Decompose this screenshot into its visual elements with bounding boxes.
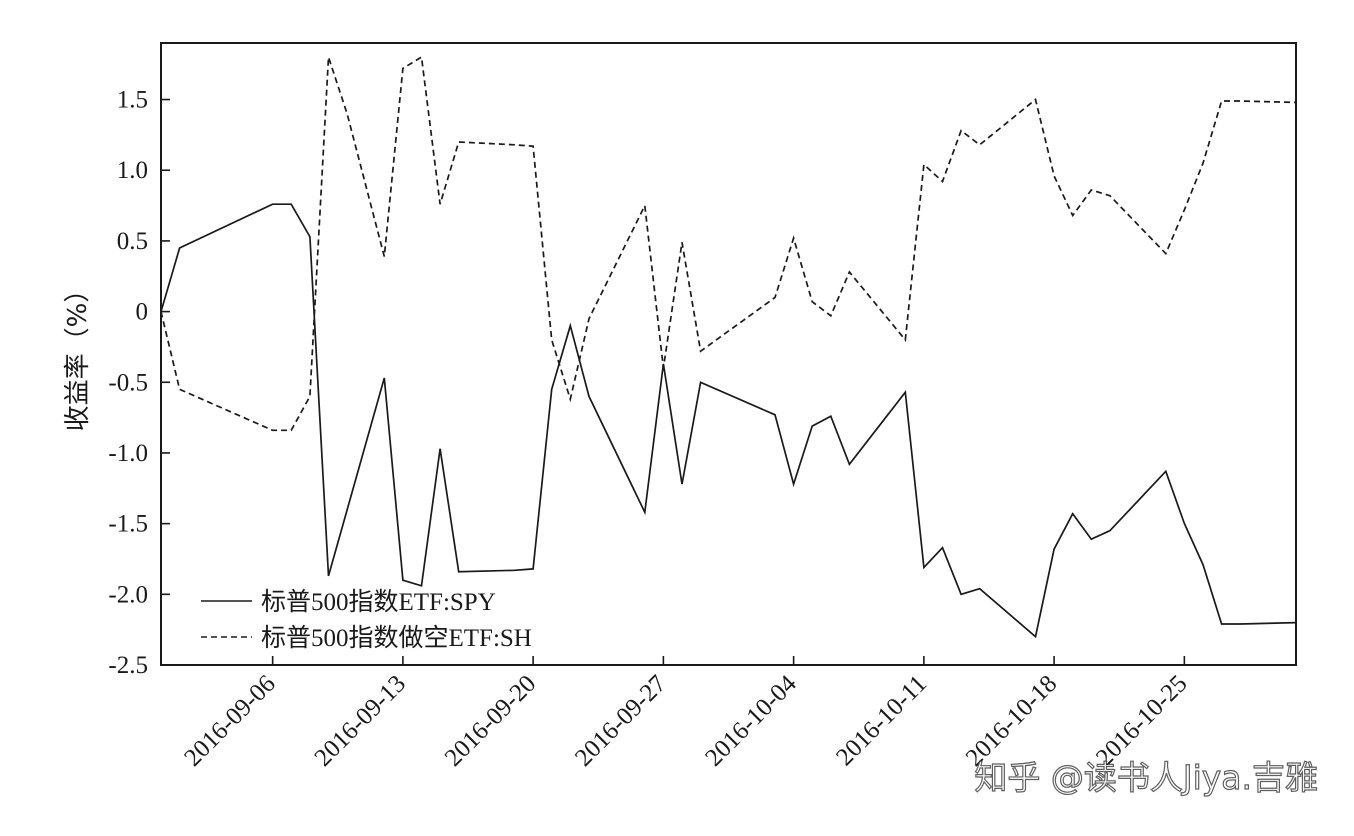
x-tick-label: 2016-09-06 [179,670,281,772]
watermark: 知乎 @读书人Jiya.吉雅 [974,758,1318,797]
plot-frame [160,42,1297,666]
x-tick-label: 2016-09-20 [440,670,542,772]
y-tick-label: 1.5 [117,87,148,114]
y-tick-label: -1.5 [108,511,148,538]
y-tick-label: -0.5 [108,369,148,396]
series-line-0 [160,203,1297,639]
series-line-1 [160,55,1297,432]
y-tick-label: 0 [136,299,149,326]
x-tick-label: 2016-09-13 [310,670,412,772]
x-tick-label: 2016-10-04 [700,670,802,772]
y-axis-title: 收益率（%） [63,277,93,432]
x-tick-label: 2016-09-27 [570,670,672,772]
y-tick-label: -2.0 [108,581,148,608]
legend-label-spy: 标普500指数ETF:SPY [261,588,496,616]
legend: 标普500指数ETF:SPY 标普500指数做空ETF:SH [201,588,532,652]
x-axis: 2016-09-06 2016-09-13 2016-09-20 2016-09-27… [179,656,1193,772]
series-layer [160,55,1297,639]
x-tick-label: 2016-10-25 [1091,670,1193,772]
y-tick-label: 1.0 [117,157,148,184]
x-tick-label: 2016-10-18 [961,670,1063,772]
y-axis: 1.5 1.0 0.5 0 -0.5 -1.0 -1.5 -2.0 -2.5 [108,87,170,679]
legend-label-sh: 标普500指数做空ETF:SH [261,624,532,652]
y-tick-label: -2.5 [108,652,148,679]
y-tick-label: -1.0 [108,440,148,467]
x-tick-label: 2016-10-11 [831,670,932,771]
y-tick-label: 0.5 [117,228,148,255]
